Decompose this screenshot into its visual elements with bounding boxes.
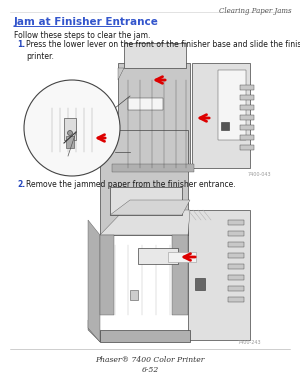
FancyBboxPatch shape	[240, 135, 254, 140]
FancyBboxPatch shape	[138, 248, 178, 264]
FancyBboxPatch shape	[228, 231, 244, 236]
FancyBboxPatch shape	[124, 43, 186, 68]
FancyBboxPatch shape	[130, 290, 138, 300]
FancyBboxPatch shape	[128, 98, 163, 110]
FancyBboxPatch shape	[228, 253, 244, 258]
Polygon shape	[110, 200, 190, 215]
Text: 7400-243: 7400-243	[238, 340, 262, 345]
FancyBboxPatch shape	[192, 63, 250, 168]
Polygon shape	[118, 68, 124, 80]
FancyBboxPatch shape	[112, 164, 194, 172]
Polygon shape	[88, 220, 100, 342]
Text: Press the lower lever on the front of the finisher base and slide the finisher a: Press the lower lever on the front of th…	[26, 40, 300, 61]
FancyBboxPatch shape	[240, 125, 254, 130]
FancyBboxPatch shape	[240, 85, 254, 90]
FancyBboxPatch shape	[228, 220, 244, 225]
FancyBboxPatch shape	[228, 286, 244, 291]
Circle shape	[68, 130, 73, 135]
FancyBboxPatch shape	[118, 63, 190, 168]
Polygon shape	[88, 320, 100, 342]
FancyBboxPatch shape	[228, 275, 244, 280]
FancyBboxPatch shape	[240, 105, 254, 110]
Text: Clearing Paper Jams: Clearing Paper Jams	[219, 7, 292, 15]
Text: 6-52: 6-52	[141, 366, 159, 374]
Text: Remove the jammed paper from the finisher entrance.: Remove the jammed paper from the finishe…	[26, 180, 236, 189]
FancyBboxPatch shape	[168, 252, 196, 262]
FancyBboxPatch shape	[240, 115, 254, 120]
Text: Follow these steps to clear the jam.: Follow these steps to clear the jam.	[14, 31, 150, 40]
FancyBboxPatch shape	[100, 235, 114, 315]
FancyBboxPatch shape	[221, 122, 229, 130]
Text: 2.: 2.	[17, 180, 25, 189]
FancyBboxPatch shape	[218, 70, 246, 140]
FancyBboxPatch shape	[228, 242, 244, 247]
FancyBboxPatch shape	[228, 297, 244, 302]
FancyBboxPatch shape	[228, 264, 244, 269]
Text: 1.: 1.	[17, 40, 25, 49]
FancyBboxPatch shape	[195, 278, 205, 290]
FancyBboxPatch shape	[100, 130, 188, 235]
Text: 7400-043: 7400-043	[248, 172, 272, 177]
Polygon shape	[100, 210, 190, 235]
Text: Phaser® 7400 Color Printer: Phaser® 7400 Color Printer	[95, 356, 205, 364]
Circle shape	[24, 80, 120, 176]
FancyBboxPatch shape	[100, 330, 190, 342]
FancyBboxPatch shape	[64, 118, 76, 140]
FancyBboxPatch shape	[240, 145, 254, 150]
FancyBboxPatch shape	[66, 136, 74, 148]
FancyBboxPatch shape	[110, 187, 182, 215]
FancyBboxPatch shape	[172, 235, 188, 315]
Text: Jam at Finisher Entrance: Jam at Finisher Entrance	[14, 17, 159, 27]
FancyBboxPatch shape	[240, 95, 254, 100]
FancyBboxPatch shape	[188, 210, 250, 340]
